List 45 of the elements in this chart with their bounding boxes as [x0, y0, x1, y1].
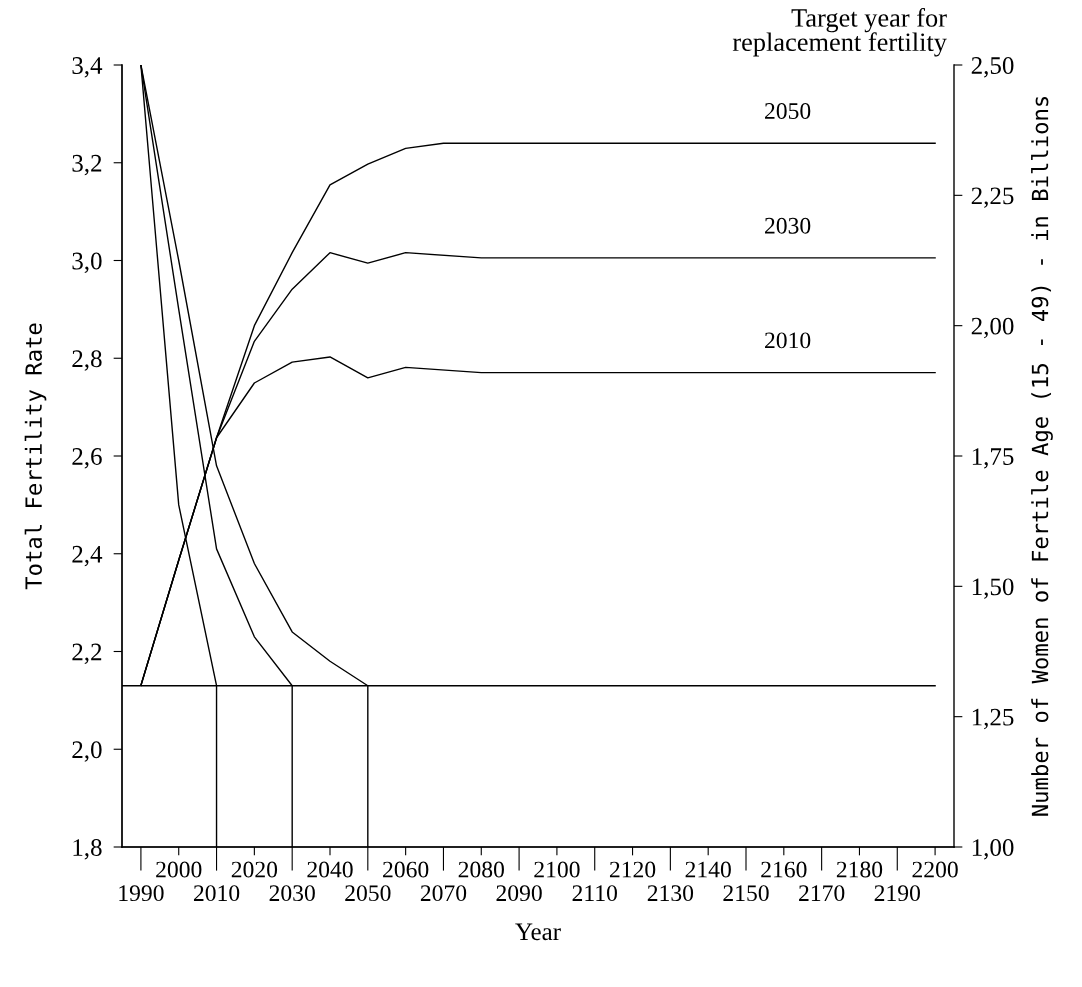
x-tick-label: 2000 — [156, 861, 202, 878]
x-tick-label: 2040 — [307, 861, 353, 878]
y-tick-label: 3,4 — [72, 57, 103, 78]
y2-tick-label: 1,00 — [972, 839, 1014, 860]
x-axis-title: Year — [515, 923, 561, 941]
y-tick-label: 1,8 — [73, 839, 102, 860]
x-tick-label: 2180 — [836, 861, 883, 878]
y-axis-title: Total Fertility Rate — [24, 323, 47, 590]
y2-tick-label: 1,50 — [972, 578, 1014, 599]
y2-tick-label: 2,25 — [971, 187, 1014, 208]
x-tick-label: 2140 — [685, 861, 731, 878]
x2-tick-label: 2130 — [647, 885, 694, 902]
x-tick-label: 2100 — [534, 861, 580, 878]
y2-axis-title: Number of Women of Fertile Age (15 - 49) - in Billions — [1031, 96, 1053, 816]
x-tick-label: 2120 — [609, 861, 656, 878]
y-tick-label: 2,0 — [72, 741, 102, 762]
legend-title: Target year for replacement fertility — [732, 8, 947, 57]
x2-tick-label: 2050 — [345, 885, 391, 902]
x-tick-label: 2200 — [912, 861, 958, 878]
y2-tick-label: 2,00 — [971, 317, 1014, 339]
x-tick-label: 2020 — [231, 861, 278, 878]
x2-tick-label: 2070 — [420, 885, 467, 902]
series-label: 2030 — [765, 217, 811, 234]
x-tick-label: 2080 — [458, 861, 504, 878]
x2-tick-label: 2170 — [799, 885, 845, 902]
x2-tick-label: 2190 — [874, 885, 920, 902]
y-tick-label: 2,6 — [72, 448, 102, 469]
y-tick-label: 2,8 — [72, 350, 102, 371]
y-tick-label: 2,2 — [72, 643, 102, 665]
y-tick-label: 2,4 — [72, 545, 103, 567]
x-tick-label: 2160 — [761, 861, 807, 878]
x2-tick-label: 2110 — [572, 885, 617, 902]
series-label: 2050 — [765, 103, 811, 119]
x2-tick-label: 2090 — [496, 885, 542, 902]
y2-tick-label: 2,50 — [971, 57, 1014, 78]
x2-tick-label: 2150 — [723, 885, 769, 902]
y-tick-label: 3,0 — [72, 252, 102, 274]
y-tick-label: 3,2 — [72, 154, 102, 176]
y2-tick-label: 1,75 — [972, 448, 1014, 469]
x2-tick-label: 2010 — [193, 885, 240, 902]
x2-tick-label: 2030 — [269, 885, 315, 902]
series-label: 2010 — [765, 332, 811, 349]
y2-tick-label: 1,25 — [972, 708, 1014, 730]
x2-tick-label: 1990 — [119, 885, 164, 902]
x-tick-label: 2060 — [383, 861, 429, 878]
